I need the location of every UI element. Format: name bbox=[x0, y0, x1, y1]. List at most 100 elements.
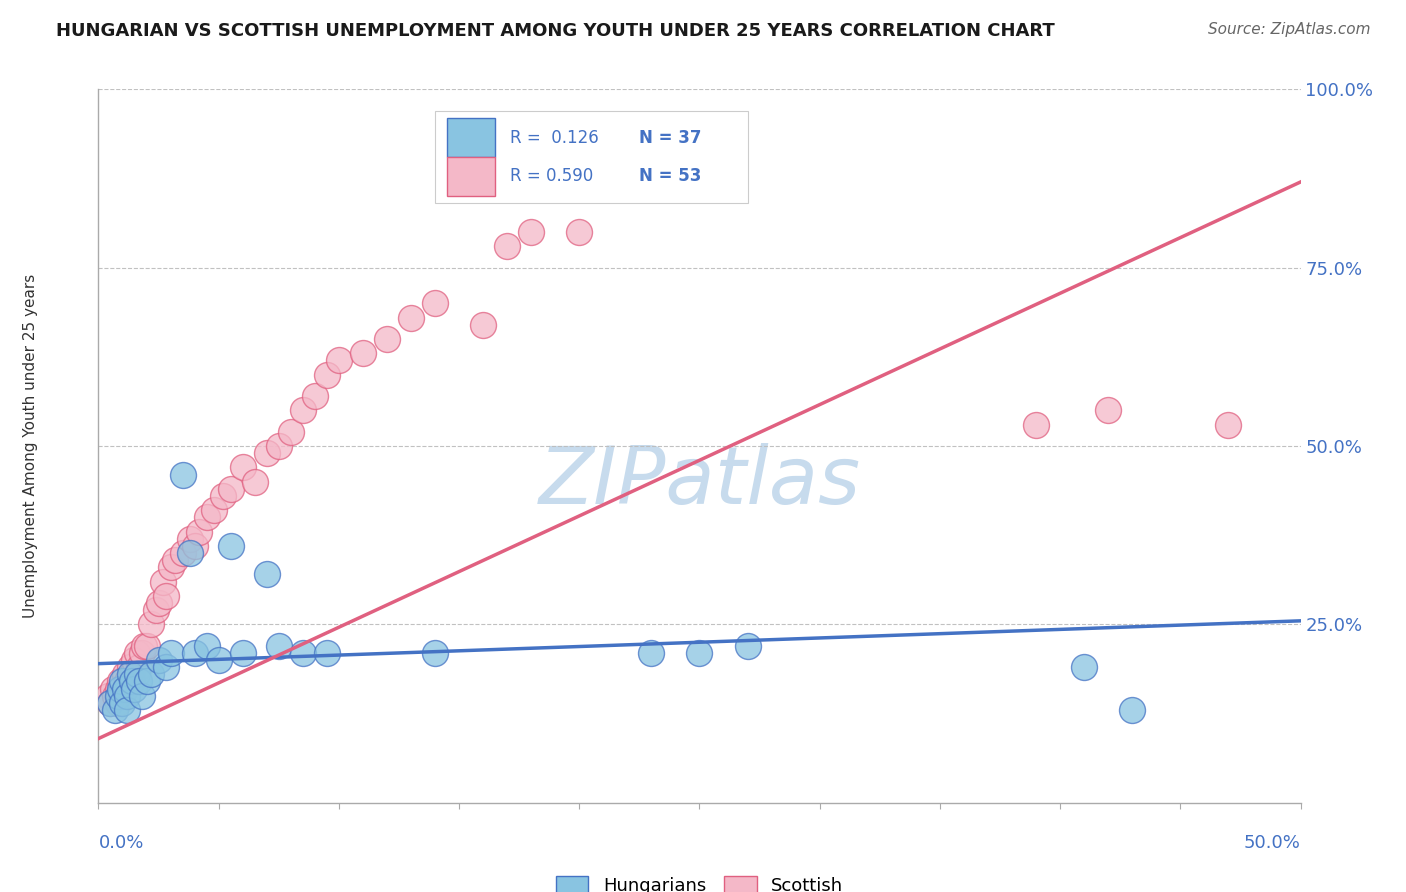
FancyBboxPatch shape bbox=[447, 118, 495, 157]
Text: Source: ZipAtlas.com: Source: ZipAtlas.com bbox=[1208, 22, 1371, 37]
Point bbox=[688, 646, 710, 660]
Point bbox=[125, 667, 148, 681]
Point bbox=[141, 617, 163, 632]
Point bbox=[131, 646, 153, 660]
Point bbox=[737, 639, 759, 653]
Point bbox=[145, 603, 167, 617]
Point bbox=[165, 553, 187, 567]
Point bbox=[104, 703, 127, 717]
Point bbox=[148, 596, 170, 610]
Point bbox=[291, 646, 314, 660]
Point bbox=[172, 467, 194, 482]
Point bbox=[101, 681, 124, 696]
Point bbox=[118, 660, 141, 674]
Point bbox=[111, 689, 134, 703]
Point bbox=[155, 660, 177, 674]
Point bbox=[128, 674, 150, 689]
FancyBboxPatch shape bbox=[447, 157, 495, 196]
Point bbox=[124, 681, 146, 696]
Point bbox=[114, 681, 136, 696]
Point bbox=[108, 674, 131, 689]
Point bbox=[219, 539, 242, 553]
Point bbox=[352, 346, 374, 360]
Point bbox=[135, 674, 157, 689]
Point bbox=[111, 674, 134, 689]
Point bbox=[195, 639, 218, 653]
Point bbox=[232, 646, 254, 660]
Point bbox=[125, 646, 148, 660]
Point bbox=[496, 239, 519, 253]
Text: ZIPatlas: ZIPatlas bbox=[538, 442, 860, 521]
Point bbox=[1025, 417, 1047, 432]
Point bbox=[118, 667, 141, 681]
Point bbox=[172, 546, 194, 560]
Point bbox=[117, 689, 139, 703]
Point bbox=[232, 460, 254, 475]
Point bbox=[111, 696, 134, 710]
Text: N = 53: N = 53 bbox=[640, 168, 702, 186]
Point bbox=[202, 503, 225, 517]
Text: 50.0%: 50.0% bbox=[1244, 834, 1301, 852]
Point bbox=[117, 703, 139, 717]
Point bbox=[315, 646, 337, 660]
Point bbox=[141, 667, 163, 681]
Point bbox=[195, 510, 218, 524]
Point bbox=[183, 539, 205, 553]
Point bbox=[399, 310, 422, 325]
Point bbox=[267, 639, 290, 653]
Point bbox=[179, 532, 201, 546]
Point bbox=[315, 368, 337, 382]
Point bbox=[108, 681, 131, 696]
Point bbox=[1097, 403, 1119, 417]
Legend: Hungarians, Scottish: Hungarians, Scottish bbox=[547, 867, 852, 892]
Point bbox=[159, 646, 181, 660]
Point bbox=[155, 589, 177, 603]
Point bbox=[148, 653, 170, 667]
Text: 0.0%: 0.0% bbox=[98, 834, 143, 852]
Point bbox=[104, 689, 127, 703]
Point bbox=[135, 639, 157, 653]
Point bbox=[114, 667, 136, 681]
Point bbox=[1073, 660, 1095, 674]
Point bbox=[107, 696, 129, 710]
Point bbox=[423, 296, 446, 310]
Point bbox=[131, 689, 153, 703]
Point bbox=[375, 332, 398, 346]
Text: N = 37: N = 37 bbox=[640, 128, 702, 146]
Point bbox=[640, 646, 662, 660]
Point bbox=[159, 560, 181, 574]
Point bbox=[1121, 703, 1143, 717]
Point bbox=[128, 660, 150, 674]
Point bbox=[117, 674, 139, 689]
Point bbox=[132, 639, 155, 653]
Point bbox=[121, 667, 143, 681]
Point bbox=[188, 524, 211, 539]
Point bbox=[179, 546, 201, 560]
Point bbox=[243, 475, 266, 489]
Point bbox=[304, 389, 326, 403]
Point bbox=[423, 646, 446, 660]
Text: HUNGARIAN VS SCOTTISH UNEMPLOYMENT AMONG YOUTH UNDER 25 YEARS CORRELATION CHART: HUNGARIAN VS SCOTTISH UNEMPLOYMENT AMONG… bbox=[56, 22, 1054, 40]
Point bbox=[212, 489, 235, 503]
Point bbox=[208, 653, 231, 667]
Point bbox=[256, 567, 278, 582]
Point bbox=[328, 353, 350, 368]
Point bbox=[124, 653, 146, 667]
Text: R =  0.126: R = 0.126 bbox=[509, 128, 599, 146]
Point bbox=[280, 425, 302, 439]
Point bbox=[100, 696, 122, 710]
FancyBboxPatch shape bbox=[434, 111, 748, 203]
Point bbox=[121, 674, 143, 689]
Point bbox=[100, 696, 122, 710]
Point bbox=[256, 446, 278, 460]
Text: R = 0.590: R = 0.590 bbox=[509, 168, 593, 186]
Point bbox=[107, 689, 129, 703]
Point bbox=[568, 225, 591, 239]
Point bbox=[472, 318, 495, 332]
Point bbox=[1218, 417, 1240, 432]
Point bbox=[267, 439, 290, 453]
Text: Unemployment Among Youth under 25 years: Unemployment Among Youth under 25 years bbox=[24, 274, 38, 618]
Point bbox=[97, 689, 120, 703]
Point bbox=[291, 403, 314, 417]
Point bbox=[152, 574, 174, 589]
